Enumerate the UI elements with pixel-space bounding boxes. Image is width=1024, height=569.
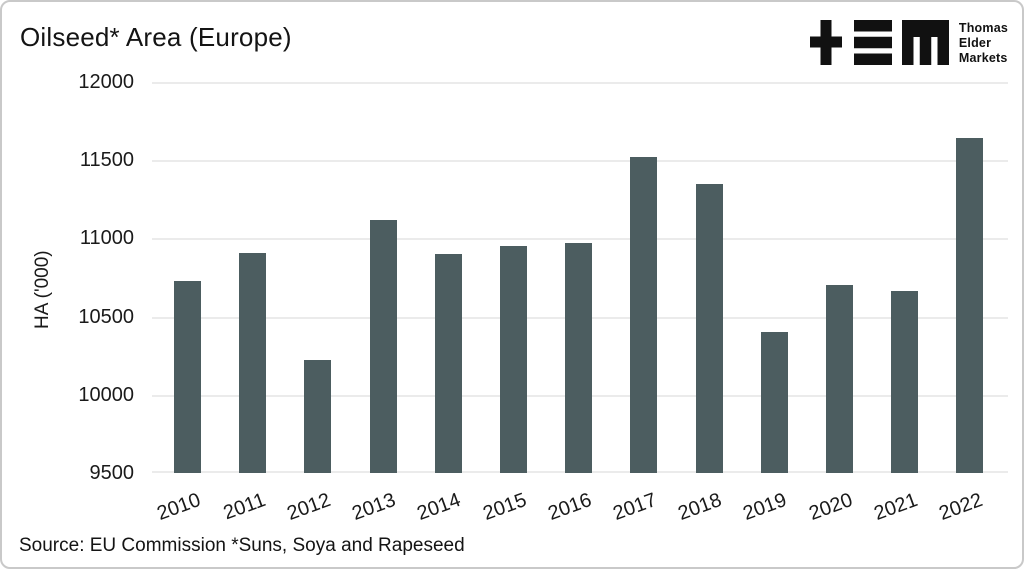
x-tick-label-2013: 2013 <box>349 489 399 525</box>
logo-line-3: Markets <box>958 50 1008 65</box>
gridline-11500 <box>152 160 1008 163</box>
source-note: Source: EU Commission *Suns, Soya and Ra… <box>19 535 465 556</box>
bar-2016 <box>565 243 593 473</box>
bar-2017 <box>630 157 658 473</box>
x-tick-label-2010: 2010 <box>153 489 204 525</box>
x-tick-label-2020: 2020 <box>805 489 856 525</box>
bar-2018 <box>695 184 723 473</box>
y-tick-label-9500: 9500 <box>89 462 135 484</box>
gridline-11000 <box>152 238 1008 241</box>
bar-2019 <box>760 332 788 473</box>
logo-line-2: Elder <box>958 35 992 50</box>
y-tick-label-11000: 11000 <box>79 227 134 250</box>
x-tick-label-2021: 2021 <box>870 489 921 525</box>
x-tick-label-2016: 2016 <box>544 489 595 525</box>
x-tick-label-2011: 2011 <box>220 489 269 525</box>
x-tick-label-2017: 2017 <box>610 489 660 525</box>
bar-2012 <box>304 359 332 473</box>
x-tick-label-2022: 2022 <box>936 489 986 525</box>
bar-2015 <box>500 246 527 473</box>
y-tick-label-10500: 10500 <box>78 305 134 328</box>
x-tick-label-2018: 2018 <box>675 489 725 525</box>
chart-title: Oilseed* Area (Europe) <box>20 22 292 52</box>
bar-2010 <box>174 280 201 473</box>
plot-area <box>152 82 1008 473</box>
gridline-12000 <box>152 82 1008 84</box>
bar-2011 <box>239 253 267 473</box>
x-tick-label-2012: 2012 <box>284 489 334 525</box>
y-tick-label-11500: 11500 <box>79 149 134 172</box>
bar-2021 <box>891 290 919 473</box>
tem-logo-mark-icon <box>809 20 949 65</box>
logo-line-1: Thomas <box>958 20 1008 35</box>
bar-2022 <box>956 138 984 473</box>
bar-2014 <box>434 254 462 473</box>
tem-logo-text: Thomas Elder Markets <box>959 20 1008 66</box>
x-tick-label-2014: 2014 <box>414 489 464 525</box>
y-tick-label-10000: 10000 <box>78 383 134 406</box>
bar-2020 <box>826 284 853 473</box>
tem-logo: Thomas Elder Markets <box>809 20 1008 66</box>
y-tick-label-12000: 12000 <box>78 71 134 93</box>
x-tick-label-2015: 2015 <box>479 489 530 525</box>
bar-2013 <box>369 220 397 473</box>
x-tick-label-2019: 2019 <box>740 489 790 525</box>
